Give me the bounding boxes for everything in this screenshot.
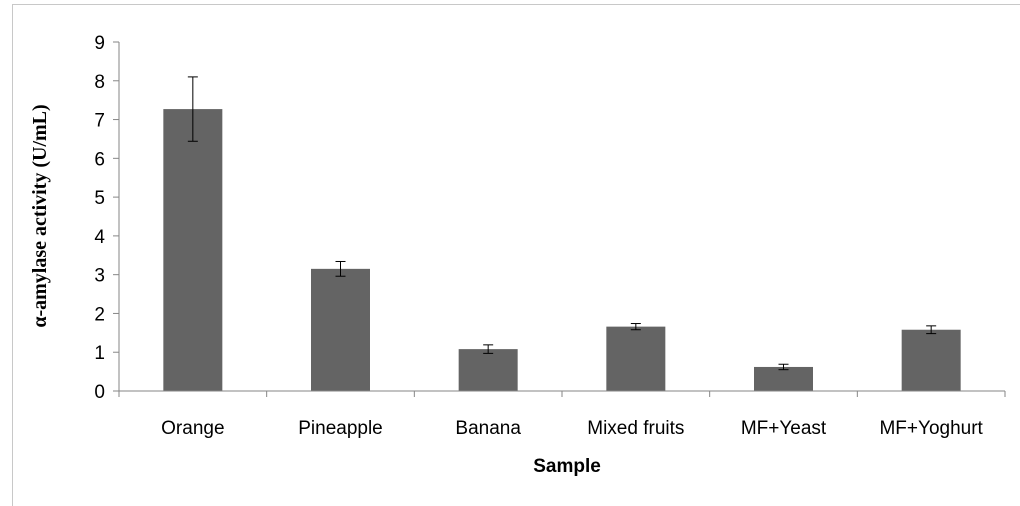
y-axis-title: α-amylase activity (U/mL) xyxy=(29,104,51,327)
bar xyxy=(311,268,370,391)
x-tick-label: Mixed fruits xyxy=(587,418,684,439)
x-tick-label: Banana xyxy=(455,418,521,439)
error-bars xyxy=(187,76,937,371)
y-tick-label: 9 xyxy=(94,33,105,54)
bar xyxy=(754,366,813,391)
y-tick-label: 6 xyxy=(94,149,105,170)
y-tick-label: 7 xyxy=(94,111,105,132)
bar xyxy=(606,326,666,391)
bar xyxy=(458,349,518,391)
y-tick-label: 4 xyxy=(94,227,105,248)
x-tick-label: MF+Yeast xyxy=(741,418,827,439)
x-tick-label: Orange xyxy=(161,418,224,439)
y-tick-label: 8 xyxy=(94,72,105,93)
chart-frame xyxy=(12,4,1020,506)
x-axis-ticks: Orange Pineapple Banana Mixed fruits MF+Yeas… xyxy=(118,391,1006,439)
x-axis-title: Sample xyxy=(533,456,601,477)
y-tick-label: 1 xyxy=(94,343,105,364)
y-axis-ticks: 0 1 2 3 4 5 6 7 8 9 xyxy=(94,33,119,403)
bars xyxy=(163,109,961,391)
x-tick-label: MF+Yoghurt xyxy=(879,418,983,439)
y-tick-label: 3 xyxy=(94,266,105,287)
y-tick-label: 5 xyxy=(94,188,105,209)
y-tick-label: 0 xyxy=(94,382,105,403)
y-tick-label: 2 xyxy=(94,304,105,325)
bar xyxy=(163,109,223,391)
bar xyxy=(901,329,961,391)
x-tick-label: Pineapple xyxy=(298,418,383,439)
